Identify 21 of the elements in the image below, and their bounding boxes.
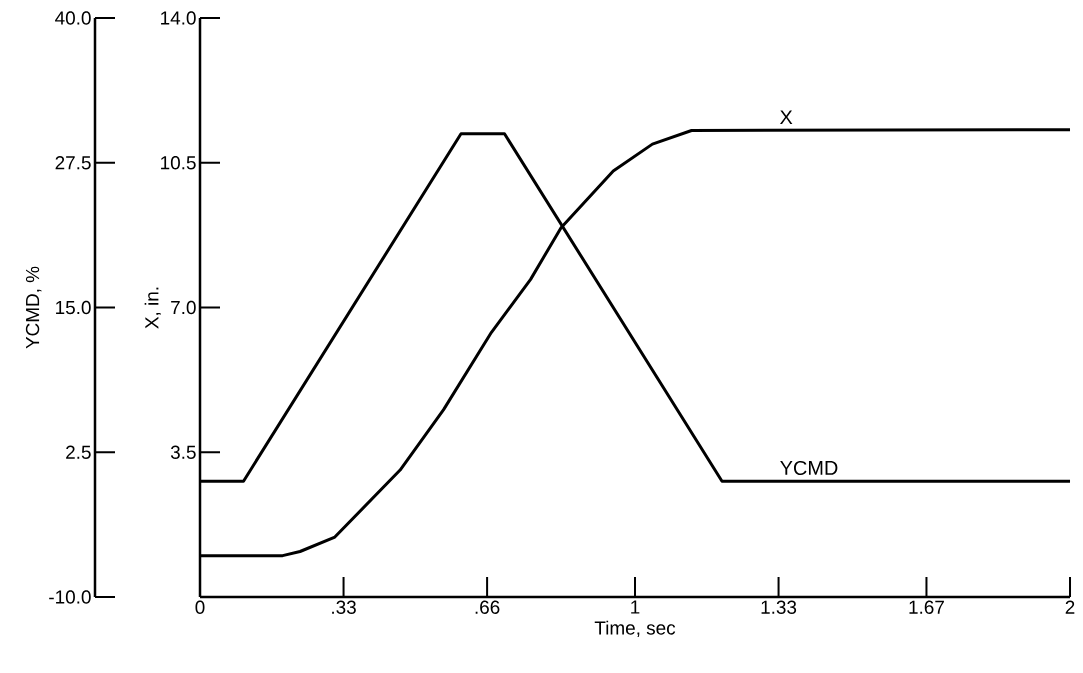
y2-tick-label: -10.0 <box>49 590 91 604</box>
y-tick-label: 14.0 <box>161 11 196 25</box>
y2-tick-label: 15.0 <box>56 300 91 315</box>
y2-tick-label: 27.5 <box>55 156 91 170</box>
series-label: YCMD <box>780 460 838 475</box>
x-tick-label: 0 <box>195 600 205 614</box>
y-tick-label: 7.0 <box>171 300 196 315</box>
y2-tick-label: 40.0 <box>55 11 91 25</box>
x-tick-label: 1.33 <box>761 600 797 614</box>
y2-axis-title: YCMD, % <box>25 266 42 349</box>
x-axis-title: Time, sec <box>594 620 676 637</box>
x-tick-label: 1.67 <box>909 600 944 614</box>
y2-tick-label: 2.5 <box>66 445 91 459</box>
y-tick-label: 3.5 <box>170 445 196 459</box>
series-label: X <box>779 110 793 125</box>
x-tick-label: .66 <box>475 600 500 614</box>
x-tick-label: 1 <box>631 600 640 614</box>
x-tick-label: .33 <box>332 600 356 614</box>
y-axis-title: X, in. <box>144 287 161 329</box>
x-tick-label: 2 <box>1065 600 1075 614</box>
y-tick-label: 10.5 <box>161 156 196 170</box>
